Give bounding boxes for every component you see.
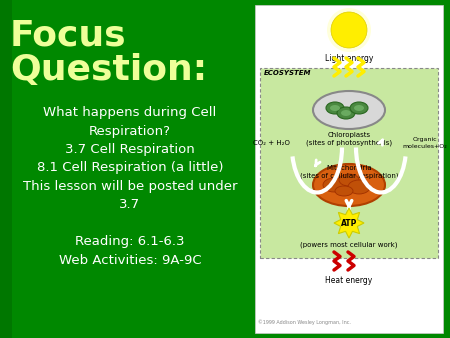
Text: Organic
molecules+O₂: Organic molecules+O₂ [403, 138, 447, 149]
Text: Question:: Question: [10, 53, 207, 87]
Text: (powers most cellular work): (powers most cellular work) [300, 241, 398, 247]
Text: Heat energy: Heat energy [325, 276, 373, 285]
FancyArrowPatch shape [315, 160, 320, 166]
Ellipse shape [330, 105, 340, 111]
Ellipse shape [339, 174, 359, 186]
Bar [0, 0, 12, 338]
Ellipse shape [354, 105, 364, 111]
Ellipse shape [348, 180, 370, 194]
Ellipse shape [313, 164, 385, 206]
Ellipse shape [326, 102, 344, 114]
Text: Focus: Focus [10, 18, 126, 52]
FancyArrowPatch shape [378, 140, 382, 145]
Ellipse shape [341, 110, 351, 116]
Text: ©1999 Addison Wesley Longman, Inc.: ©1999 Addison Wesley Longman, Inc. [258, 319, 351, 325]
Text: Light energy: Light energy [325, 54, 373, 63]
Ellipse shape [313, 91, 385, 129]
Ellipse shape [335, 186, 353, 196]
FancyArrowPatch shape [346, 200, 352, 210]
Ellipse shape [350, 102, 368, 114]
Text: Chloroplasts
(sites of photosynthesis): Chloroplasts (sites of photosynthesis) [306, 132, 392, 146]
Text: ATP: ATP [341, 218, 357, 227]
Text: ECOSYSTEM: ECOSYSTEM [264, 70, 311, 76]
Bar [260, 68, 438, 258]
Text: CO₂ + H₂O: CO₂ + H₂O [252, 140, 289, 146]
Ellipse shape [337, 107, 355, 119]
Bar [255, 5, 443, 333]
Circle shape [331, 12, 367, 48]
Ellipse shape [323, 178, 345, 192]
Circle shape [327, 8, 371, 52]
Polygon shape [334, 208, 364, 238]
Text: Mitochondria
(sites of cellular respiration): Mitochondria (sites of cellular respirat… [300, 165, 398, 179]
Text: What happens during Cell
Respiration?
3.7 Cell Respiration
8.1 Cell Respiration : What happens during Cell Respiration? 3.… [23, 106, 237, 267]
